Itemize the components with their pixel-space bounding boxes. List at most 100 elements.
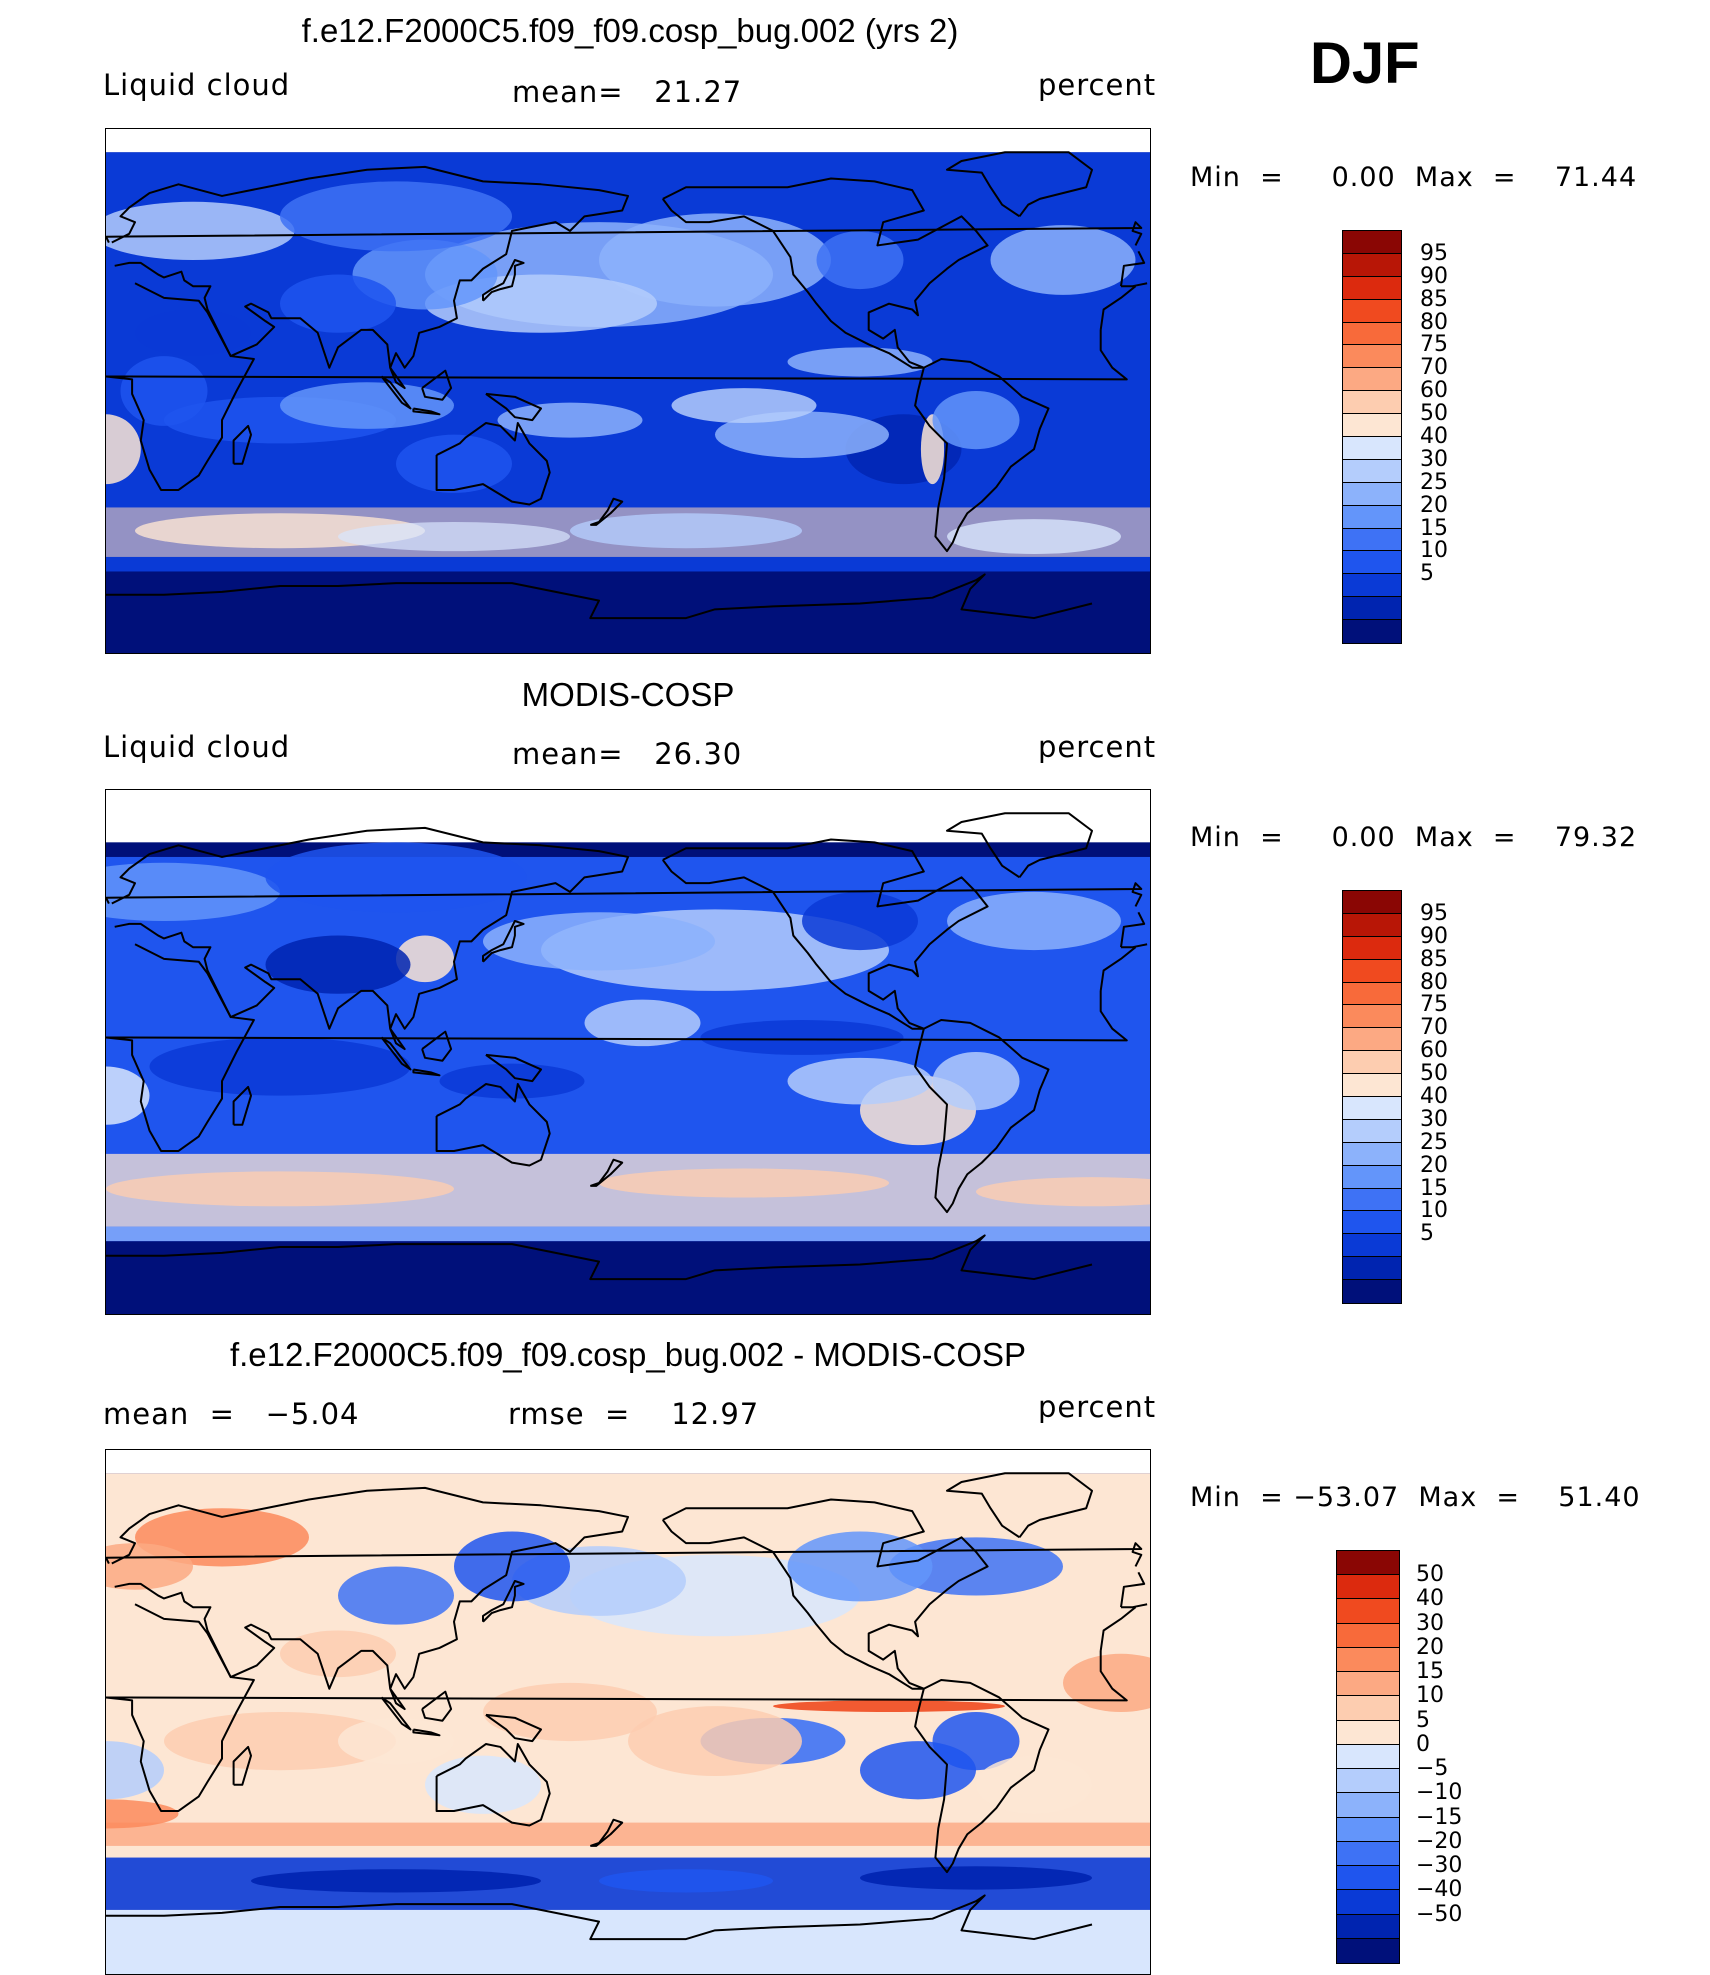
- colorbar-box: [1337, 1720, 1399, 1745]
- colorbar-tick-label: 5: [1420, 1221, 1434, 1247]
- colorbar-box: [1343, 1005, 1401, 1029]
- colorbar: [1342, 230, 1402, 644]
- min-max-label: Min = −53.07 Max = 51.40: [1190, 1482, 1641, 1513]
- colorbar-box: [1343, 913, 1401, 937]
- colorbar-box: [1343, 1074, 1401, 1097]
- colorbar-box: [1343, 231, 1401, 254]
- colorbar-tick-label: 75: [1420, 992, 1448, 1018]
- colorbar-box: [1343, 299, 1401, 323]
- variable-label: Liquid cloud: [103, 730, 291, 764]
- colorbar-box: [1343, 276, 1401, 300]
- colorbar-tick-label: 10: [1420, 538, 1448, 564]
- colorbar-tick-label: −40: [1416, 1877, 1463, 1903]
- colorbar-box: [1343, 437, 1401, 460]
- colorbar-tick-label: 70: [1420, 1015, 1448, 1041]
- colorbar-tick-label: 15: [1420, 1175, 1448, 1201]
- colorbar-box: [1337, 1841, 1399, 1867]
- rmse-label: rmse = 12.97: [508, 1397, 760, 1431]
- colorbar-box: [1343, 1211, 1401, 1235]
- colorbar-box: [1343, 891, 1401, 914]
- colorbar-tick-label: 70: [1420, 355, 1448, 381]
- colorbar-tick-label: 95: [1420, 900, 1448, 926]
- colorbar-tick-label: 40: [1416, 1586, 1444, 1612]
- colorbar-box: [1337, 1551, 1399, 1576]
- colorbar-box: [1343, 391, 1401, 415]
- mean-label: mean = −5.04: [103, 1397, 360, 1431]
- colorbar-box: [1343, 1119, 1401, 1143]
- colorbar-tick-label: 10: [1416, 1683, 1444, 1709]
- colorbar-tick-label: 20: [1420, 492, 1448, 518]
- colorbar-box: [1337, 1890, 1399, 1915]
- colorbar-tick-label: 50: [1420, 401, 1448, 427]
- colorbar-box: [1343, 528, 1401, 552]
- map-model: [105, 128, 1151, 654]
- colorbar-tick-label: 60: [1420, 378, 1448, 404]
- colorbar-box: [1343, 368, 1401, 392]
- variable-label: Liquid cloud: [103, 68, 291, 102]
- colorbar-tick-label: 30: [1416, 1610, 1444, 1636]
- colorbar-box: [1337, 1744, 1399, 1770]
- colorbar-box: [1337, 1647, 1399, 1673]
- colorbar-tick-label: 40: [1420, 424, 1448, 449]
- colorbar-box: [1337, 1817, 1399, 1842]
- min-max-label: Min = 0.00 Max = 71.44: [1190, 162, 1638, 193]
- colorbar-tick-label: −20: [1416, 1828, 1463, 1854]
- colorbar-box: [1337, 1914, 1399, 1939]
- colorbar-tick-label: 75: [1420, 332, 1448, 358]
- colorbar-tick-label: 95: [1420, 240, 1448, 266]
- colorbar-tick-label: 10: [1420, 1198, 1448, 1224]
- colorbar-tick-label: 15: [1416, 1659, 1444, 1685]
- colorbar-box: [1343, 414, 1401, 437]
- colorbar-tick-label: −30: [1416, 1853, 1463, 1879]
- colorbar-box: [1343, 1257, 1401, 1281]
- colorbar-box: [1343, 597, 1401, 621]
- colorbar-tick-label: 20: [1416, 1634, 1444, 1660]
- colorbar-tick-label: 80: [1420, 969, 1448, 995]
- colorbar-box: [1343, 574, 1401, 598]
- colorbar-box: [1343, 322, 1401, 346]
- units-label: percent: [1038, 730, 1157, 764]
- colorbar-tick-label: −5: [1416, 1756, 1449, 1782]
- colorbar-box: [1337, 1793, 1399, 1818]
- colorbar-tick-label: 5: [1416, 1707, 1430, 1733]
- colorbar-box: [1337, 1938, 1399, 1963]
- colorbar-box: [1343, 1028, 1401, 1052]
- colorbar-box: [1343, 982, 1401, 1006]
- colorbar-tick-label: −15: [1416, 1804, 1463, 1830]
- colorbar-box: [1343, 551, 1401, 575]
- colorbar-tick-label: 90: [1420, 263, 1448, 289]
- colorbar-tick-label: 80: [1420, 309, 1448, 335]
- colorbar-tick-label: −50: [1416, 1901, 1463, 1927]
- mean-label: mean= 26.30: [512, 737, 743, 771]
- colorbar-box: [1337, 1769, 1399, 1794]
- units-label: percent: [1038, 1390, 1157, 1424]
- units-label: percent: [1038, 68, 1157, 102]
- colorbar-box: [1337, 1599, 1399, 1624]
- colorbar-tick-label: 30: [1420, 1106, 1448, 1132]
- colorbar-tick-label: 30: [1420, 446, 1448, 472]
- colorbar-tick-label: −10: [1416, 1780, 1463, 1806]
- colorbar-box: [1343, 1142, 1401, 1166]
- mean-label: mean= 21.27: [512, 75, 743, 109]
- map-difference: [105, 1449, 1151, 1975]
- colorbar-tick-label: 20: [1420, 1152, 1448, 1178]
- colorbar-box: [1337, 1696, 1399, 1721]
- colorbar-tick-label: 60: [1420, 1038, 1448, 1064]
- colorbar-box: [1343, 1280, 1401, 1303]
- colorbar-tick-label: 25: [1420, 1129, 1448, 1155]
- colorbar-box: [1343, 1234, 1401, 1258]
- colorbar-box: [1343, 959, 1401, 983]
- colorbar-box: [1343, 459, 1401, 483]
- colorbar-box: [1343, 345, 1401, 369]
- colorbar-box: [1343, 1051, 1401, 1075]
- colorbar-box: [1343, 1097, 1401, 1120]
- colorbar-box: [1343, 482, 1401, 506]
- colorbar-box: [1343, 936, 1401, 960]
- colorbar-box: [1343, 1188, 1401, 1212]
- colorbar-box: [1337, 1575, 1399, 1600]
- colorbar-box: [1343, 1165, 1401, 1189]
- panel-title: f.e12.F2000C5.f09_f09.cosp_bug.002 - MOD…: [229, 1336, 1027, 1373]
- colorbar-box: [1343, 253, 1401, 277]
- colorbar-tick-label: 90: [1420, 923, 1448, 949]
- colorbar-box: [1343, 620, 1401, 643]
